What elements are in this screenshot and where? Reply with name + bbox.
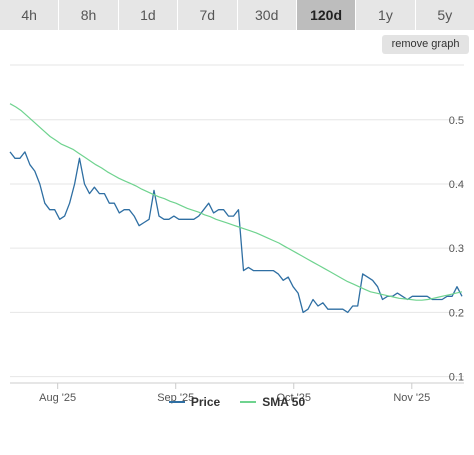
remove-graph-button[interactable]: remove graph — [382, 35, 469, 54]
legend-item-price[interactable]: Price — [168, 395, 221, 409]
x-tick-label: Aug '25 — [39, 392, 76, 404]
y-tick-label: 0.2 — [449, 307, 464, 319]
y-tick-label: 0.1 — [449, 372, 464, 384]
price-series-line — [9, 151, 463, 314]
y-tick-label: 0.5 — [449, 115, 464, 127]
legend-swatch-price — [168, 401, 185, 403]
x-axis-ticks: Aug '25 Sep '25 Oct '25 Nov '25 — [39, 383, 430, 404]
chart-grid — [10, 64, 464, 384]
timeframe-tabs: 4h 8h 1d 7d 30d 120d 1y 5y — [0, 0, 474, 30]
y-tick-label: 0.3 — [449, 243, 464, 255]
tab-7d[interactable]: 7d — [178, 0, 238, 30]
chart-series — [9, 103, 463, 314]
legend-label-price: Price — [190, 395, 221, 409]
y-tick-label: 0.4 — [449, 179, 464, 191]
chart-legend: Price SMA 50 — [0, 393, 474, 411]
legend-swatch-sma50 — [240, 401, 257, 403]
tab-4h[interactable]: 4h — [0, 0, 60, 30]
tab-30d[interactable]: 30d — [237, 0, 297, 30]
x-tick-label: Nov '25 — [393, 392, 430, 404]
legend-item-sma50[interactable]: SMA 50 — [240, 395, 305, 409]
x-tick-label: Sep '25 — [157, 392, 194, 404]
y-axis-ticks: 0.1 0.2 0.3 0.4 0.5 — [449, 115, 464, 384]
sma50-series-line — [9, 103, 463, 301]
tab-8h[interactable]: 8h — [59, 0, 119, 30]
legend-label-sma50: SMA 50 — [262, 395, 306, 409]
x-tick-label: Oct '25 — [276, 392, 311, 404]
tab-5y[interactable]: 5y — [415, 0, 474, 30]
tab-1y[interactable]: 1y — [356, 0, 416, 30]
tab-1d[interactable]: 1d — [118, 0, 179, 30]
tab-120d[interactable]: 120d — [296, 0, 357, 30]
